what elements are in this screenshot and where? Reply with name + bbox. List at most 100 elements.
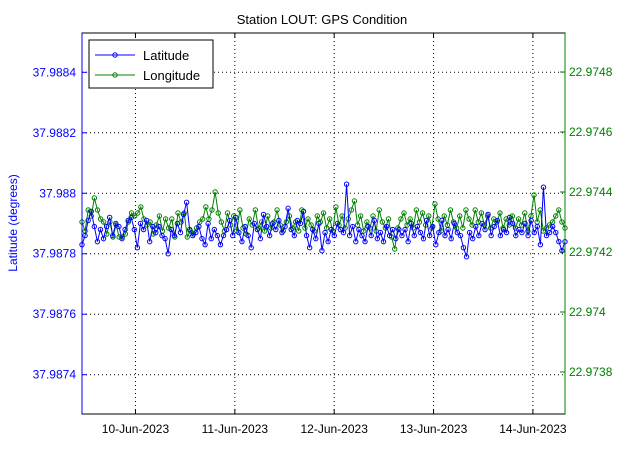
data-point-longitude xyxy=(258,219,265,225)
data-point-longitude xyxy=(531,192,537,198)
data-point-latitude xyxy=(439,217,445,224)
data-point-latitude xyxy=(420,235,427,242)
data-point-latitude xyxy=(528,217,534,224)
legend-box xyxy=(88,39,214,89)
x-tick-label: 12-Jun-2023 xyxy=(300,422,368,436)
data-point-latitude xyxy=(540,184,547,190)
data-point-latitude xyxy=(513,232,519,239)
data-point-latitude xyxy=(325,238,331,245)
data-point-longitude xyxy=(274,207,280,213)
data-point-longitude xyxy=(559,219,565,225)
data-point-latitude xyxy=(519,229,525,236)
data-point-latitude xyxy=(549,223,556,230)
data-point-latitude xyxy=(393,235,399,242)
data-point-longitude xyxy=(379,219,386,225)
data-point-latitude xyxy=(506,214,513,221)
data-point-latitude xyxy=(100,235,107,242)
data-point-latitude xyxy=(350,223,356,230)
data-point-latitude xyxy=(414,223,421,230)
chart-title: Station LOUT: GPS Condition xyxy=(237,12,408,27)
data-point-latitude xyxy=(159,232,165,239)
data-point-latitude xyxy=(534,223,541,230)
data-point-latitude xyxy=(448,235,454,242)
data-point-latitude xyxy=(153,229,159,236)
data-point-latitude xyxy=(239,238,245,245)
data-point-latitude xyxy=(497,232,504,239)
data-point-latitude xyxy=(531,229,537,236)
data-point-latitude xyxy=(365,223,371,230)
data-point-longitude xyxy=(522,210,528,216)
data-point-latitude xyxy=(116,223,122,230)
data-point-latitude xyxy=(146,238,153,245)
data-point-latitude xyxy=(165,251,171,257)
data-point-longitude xyxy=(463,207,469,213)
y-axis-label: Latitude (degrees) xyxy=(6,174,20,271)
data-point-latitude xyxy=(217,241,224,248)
data-point-latitude xyxy=(162,235,168,242)
data-point-longitude xyxy=(351,198,358,204)
data-point-latitude xyxy=(500,226,507,233)
data-point-latitude xyxy=(257,235,264,242)
data-point-latitude xyxy=(125,217,131,224)
data-point-longitude xyxy=(441,213,447,219)
y2-tick-label: 22.974 xyxy=(569,305,606,319)
data-point-longitude xyxy=(509,213,516,219)
data-point-latitude xyxy=(220,232,227,239)
data-point-longitude xyxy=(385,216,392,222)
data-point-latitude xyxy=(94,238,101,245)
y-tick-label: 37.9874 xyxy=(33,368,77,382)
y2-tick-label: 22.9738 xyxy=(569,365,613,379)
data-point-longitude xyxy=(317,219,324,225)
data-point-latitude xyxy=(214,232,221,239)
data-point-latitude xyxy=(122,226,128,233)
data-point-latitude xyxy=(254,226,261,233)
data-point-latitude xyxy=(343,181,350,187)
data-point-latitude xyxy=(297,220,304,227)
data-point-latitude xyxy=(445,226,451,233)
data-point-latitude xyxy=(377,229,384,236)
data-point-latitude xyxy=(454,229,461,236)
data-point-latitude xyxy=(374,235,381,242)
data-point-longitude xyxy=(320,210,327,216)
data-point-latitude xyxy=(371,217,377,224)
data-point-latitude xyxy=(113,220,119,227)
data-point-longitude xyxy=(261,228,268,234)
data-point-latitude xyxy=(485,211,491,218)
data-point-latitude xyxy=(131,226,138,233)
data-point-latitude xyxy=(390,226,396,233)
data-point-longitude xyxy=(252,207,259,213)
data-point-latitude xyxy=(291,232,297,239)
axes-layer: 10-Jun-2023 11-Jun-2023 12-Jun-2023 13-Jun-… xyxy=(33,33,613,436)
data-point-latitude xyxy=(143,217,150,224)
data-point-latitude xyxy=(150,223,156,230)
series-line-longitude xyxy=(81,191,566,250)
data-point-latitude xyxy=(559,248,565,254)
series-layer xyxy=(79,181,568,260)
data-point-latitude xyxy=(322,229,328,236)
data-point-latitude xyxy=(556,238,562,245)
data-point-longitude xyxy=(457,213,463,219)
data-point-longitude xyxy=(212,189,218,195)
legend-label-latitude: Latitude xyxy=(143,48,189,63)
data-point-longitude xyxy=(100,219,107,225)
y-tick-label: 37.9882 xyxy=(33,126,77,140)
data-point-latitude xyxy=(183,199,190,206)
data-point-latitude xyxy=(211,226,217,233)
data-point-latitude xyxy=(242,223,248,230)
data-point-latitude xyxy=(91,223,98,230)
data-point-longitude xyxy=(398,216,404,222)
data-point-latitude xyxy=(408,220,414,227)
data-point-latitude xyxy=(405,238,411,245)
data-point-latitude xyxy=(353,238,359,245)
data-point-latitude xyxy=(233,214,239,221)
data-point-latitude xyxy=(140,226,147,233)
data-point-latitude xyxy=(436,229,442,236)
data-point-latitude xyxy=(522,220,528,227)
series-latitude xyxy=(79,181,568,260)
data-point-latitude xyxy=(402,226,408,233)
data-point-latitude xyxy=(473,223,479,230)
data-point-latitude xyxy=(433,241,439,248)
data-point-longitude xyxy=(162,216,169,222)
data-point-latitude xyxy=(386,232,393,239)
data-point-latitude xyxy=(380,238,387,245)
